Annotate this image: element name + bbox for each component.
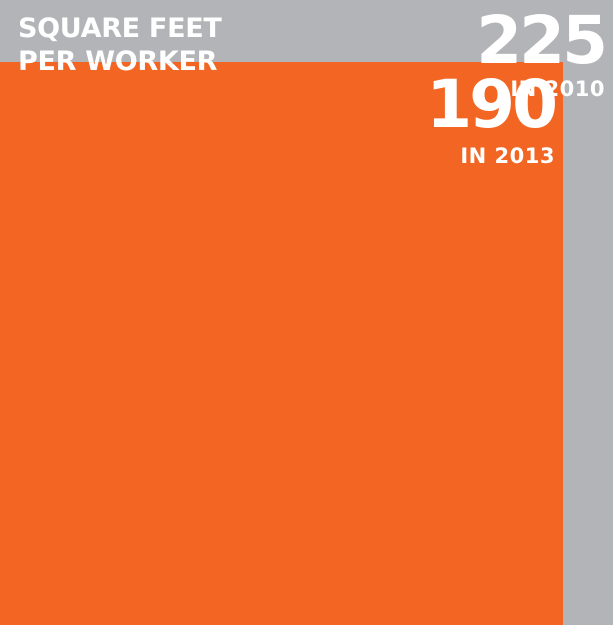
year-label-2013: IN 2013 bbox=[460, 144, 555, 168]
value-2010: 225 bbox=[476, 2, 608, 79]
year-label-2010: IN 2010 bbox=[510, 77, 605, 101]
title-line-2: PER WORKER bbox=[18, 46, 218, 77]
title-line-1: SQUARE FEET bbox=[18, 13, 222, 44]
square-2013 bbox=[0, 62, 563, 625]
chart-title: SQUARE FEET PER WORKER bbox=[18, 12, 298, 78]
value-2013: 190 bbox=[426, 66, 558, 143]
